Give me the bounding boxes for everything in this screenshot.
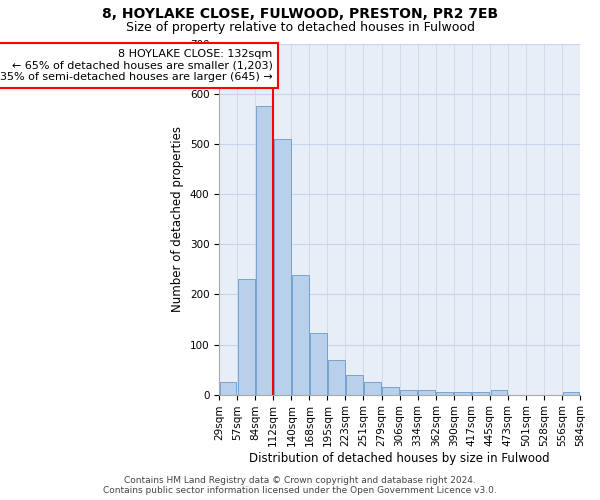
Bar: [364, 382, 381, 394]
Bar: [454, 392, 471, 394]
Bar: [220, 382, 236, 394]
Bar: [274, 139, 290, 394]
Text: Contains HM Land Registry data © Crown copyright and database right 2024.
Contai: Contains HM Land Registry data © Crown c…: [103, 476, 497, 495]
Bar: [563, 392, 579, 394]
Bar: [472, 392, 489, 394]
Bar: [292, 275, 308, 394]
Bar: [436, 392, 453, 394]
Text: 8, HOYLAKE CLOSE, FULWOOD, PRESTON, PR2 7EB: 8, HOYLAKE CLOSE, FULWOOD, PRESTON, PR2 …: [102, 8, 498, 22]
Text: 8 HOYLAKE CLOSE: 132sqm
← 65% of detached houses are smaller (1,203)
35% of semi: 8 HOYLAKE CLOSE: 132sqm ← 65% of detache…: [0, 49, 272, 82]
Bar: [346, 374, 363, 394]
Y-axis label: Number of detached properties: Number of detached properties: [171, 126, 184, 312]
Bar: [256, 106, 272, 395]
Text: Size of property relative to detached houses in Fulwood: Size of property relative to detached ho…: [125, 21, 475, 34]
X-axis label: Distribution of detached houses by size in Fulwood: Distribution of detached houses by size …: [249, 452, 550, 465]
Bar: [418, 390, 435, 394]
Bar: [400, 390, 417, 394]
Bar: [310, 333, 326, 394]
Bar: [328, 360, 345, 394]
Bar: [491, 390, 507, 394]
Bar: [238, 279, 254, 394]
Bar: [382, 387, 399, 394]
